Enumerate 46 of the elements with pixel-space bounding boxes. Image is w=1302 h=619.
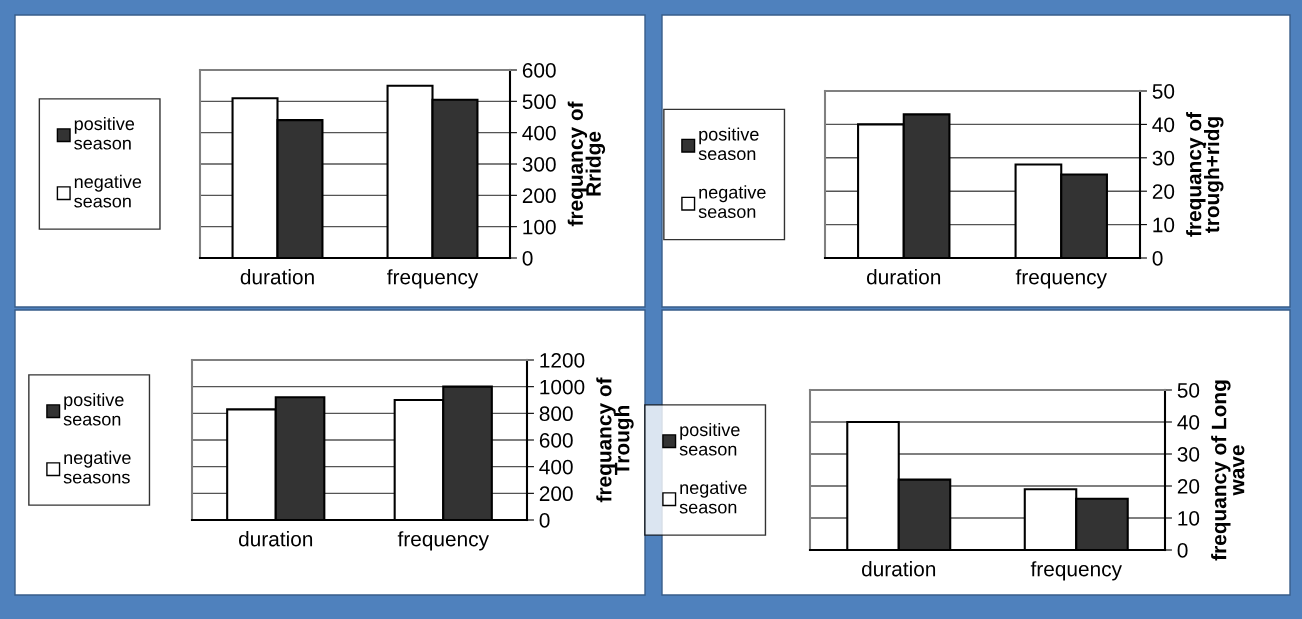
y-tick-label: 400: [522, 125, 556, 141]
y-axis-title: frequancy of Long wave: [1211, 380, 1245, 561]
legend-label: positive season: [698, 127, 759, 161]
y-tick-label: 0: [1177, 543, 1188, 558]
legend-label: positive season: [679, 422, 740, 456]
y-axis-title: frequancy of Trough: [596, 377, 634, 503]
y-axis-title: frequancy of Rridge: [567, 101, 606, 227]
x-tick-label: duration: [866, 269, 941, 285]
y-tick-label: 100: [523, 219, 556, 235]
y-tick-label: 300: [522, 157, 556, 172]
y-tick-label: 600: [539, 433, 573, 448]
y-tick-label: 20: [1177, 479, 1200, 494]
x-tick-label: duration: [240, 269, 314, 285]
legend-label: negative seasons: [63, 450, 131, 484]
y-tick-label: 0: [539, 513, 550, 528]
x-tick-label: duration: [238, 531, 313, 547]
y-tick-label: 10: [1178, 511, 1200, 526]
y-tick-label: 200: [522, 188, 556, 204]
legend-label: negative season: [679, 480, 747, 514]
x-tick-label: frequency: [1015, 269, 1107, 289]
legend-label: negative season: [698, 185, 766, 219]
legend-label: positive season: [63, 392, 124, 426]
x-tick-label: duration: [861, 561, 936, 577]
y-tick-label: 30: [1177, 447, 1200, 462]
y-tick-label: 600: [522, 63, 556, 78]
y-tick-label: 0: [522, 251, 533, 266]
y-tick-label: 40: [1177, 415, 1200, 430]
y-tick-label: 1000: [540, 379, 585, 395]
x-tick-label: frequency: [387, 269, 479, 289]
legend-label: negative season: [74, 174, 142, 208]
y-tick-label: 0: [1152, 251, 1163, 266]
legend-label: positive season: [74, 116, 135, 150]
y-tick-label: 800: [539, 406, 573, 422]
y-tick-label: 10: [1153, 217, 1175, 233]
y-tick-label: 1200: [540, 353, 585, 368]
x-tick-label: frequency: [397, 531, 489, 551]
y-axis-title: frequancy of trough+ridg: [1186, 111, 1224, 237]
y-tick-label: 500: [522, 94, 556, 110]
y-tick-label: 400: [539, 459, 573, 475]
y-tick-label: 20: [1152, 184, 1175, 199]
x-tick-label: frequency: [1030, 561, 1122, 581]
y-tick-label: 200: [539, 486, 573, 502]
y-tick-label: 30: [1152, 150, 1175, 166]
y-tick-label: 50: [1177, 383, 1200, 398]
y-tick-label: 50: [1152, 84, 1175, 99]
y-tick-label: 40: [1152, 117, 1175, 133]
